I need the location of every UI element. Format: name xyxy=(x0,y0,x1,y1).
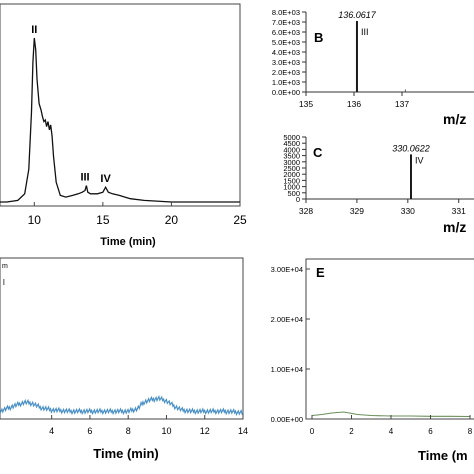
panel-a-x-ticks: 10 15 20 25 xyxy=(28,202,247,227)
panel-c-y-tick-label: 3500 xyxy=(283,152,300,161)
panel-c-x-tick-label: 329 xyxy=(350,206,364,216)
panel-b-y-tick-label: 2.0E+03 xyxy=(272,68,300,77)
panel-c-y-tick-label: 2500 xyxy=(283,164,300,173)
panel-e-y-tick-label: 1.00E+04 xyxy=(271,365,303,374)
panel-b-x-tick-label: 135 xyxy=(299,99,313,109)
panel-b-letter: B xyxy=(314,30,323,45)
panel-e-x-tick-label: 2 xyxy=(349,427,354,436)
panel-b-y-tick-label: 5.0E+03 xyxy=(272,38,300,47)
panel-c-x-tick-label: 331 xyxy=(452,206,466,216)
panel-e-x-tick-label: 4 xyxy=(389,427,394,436)
panel-c-y-tick-label: 1500 xyxy=(283,176,300,185)
panel-b-y-tick-label: 0.0E+00 xyxy=(272,88,300,97)
panel-b-y-tick-label: 1.0E+03 xyxy=(272,78,300,87)
panel-c-y-tick-label: 4500 xyxy=(283,139,300,148)
panel-b-y-tick-label: 4.0E+03 xyxy=(272,48,300,57)
panel-c-y-tick-label: 1000 xyxy=(283,183,300,192)
panel-d: 4 6 8 10 12 14 m l Time (min) xyxy=(0,257,248,461)
panel-a-x-tick-label: 20 xyxy=(165,213,179,227)
panel-e-letter: E xyxy=(316,265,325,280)
panel-a-peak-annotation: III xyxy=(80,172,89,184)
panel-b-y-ticks: 0.0E+001.0E+032.0E+033.0E+034.0E+035.0E+… xyxy=(272,8,306,97)
panel-b-y-tick-label: 6.0E+03 xyxy=(272,28,300,37)
panel-c: 0500100015002000250030003500400045005000… xyxy=(283,133,474,235)
panel-c-compound-label: IV xyxy=(415,155,424,165)
panel-c-y-tick-label: 5000 xyxy=(283,133,300,142)
panel-c-x-axis-label: m/z xyxy=(443,219,466,235)
panel-a-x-tick-label: 15 xyxy=(96,213,110,227)
panel-b-peaks xyxy=(355,21,406,92)
panel-a-plot-frame xyxy=(0,3,241,207)
panel-b-x-axis-label: m/z xyxy=(443,111,466,127)
panel-d-plot-frame xyxy=(0,257,244,420)
panel-d-x-axis-label: Time (min) xyxy=(93,446,159,461)
panel-e: 0.00E+00 1.00E+04 2.00E+04 3.00E+04 0 2 4 6 8 E… xyxy=(271,258,474,463)
panel-d-x-ticks: 4 6 8 10 12 14 xyxy=(49,415,248,436)
panel-d-legend-fragment-2: l xyxy=(3,278,5,287)
panel-b-y-tick-label: 8.0E+03 xyxy=(272,8,300,17)
panel-e-x-axis-label: Time (m xyxy=(418,448,468,463)
panel-e-x-ticks: 0 2 4 6 8 xyxy=(310,415,473,436)
panel-e-x-tick-label: 0 xyxy=(310,427,315,436)
panel-b-peak-label: 136.0617 xyxy=(338,10,377,20)
panel-c-y-tick-label: 2000 xyxy=(283,170,300,179)
panel-b: 0.0E+001.0E+032.0E+033.0E+034.0E+035.0E+… xyxy=(272,8,474,127)
panel-d-trace-line xyxy=(0,394,244,417)
panel-e-y-ticks: 0.00E+00 1.00E+04 2.00E+04 3.00E+04 xyxy=(271,265,310,424)
panel-a-peak-annotation: II xyxy=(31,24,37,36)
panel-c-peak-label: 330.0622 xyxy=(392,143,430,153)
panel-b-x-tick-label: 137 xyxy=(395,99,409,109)
panel-d-legend-fragment-1: m xyxy=(2,263,8,270)
panel-b-x-ticks: 135 136 137 xyxy=(299,92,409,109)
panel-e-y-tick-label: 2.00E+04 xyxy=(271,315,303,324)
panel-d-x-tick-label: 12 xyxy=(200,426,210,436)
panel-e-x-tick-label: 8 xyxy=(468,427,473,436)
panel-c-y-tick-label: 3000 xyxy=(283,158,300,167)
panel-d-x-tick-label: 4 xyxy=(49,426,54,436)
panel-a-x-axis-label: Time (min) xyxy=(100,236,156,248)
panel-e-y-tick-label: 3.00E+04 xyxy=(271,265,303,274)
panel-e-y-tick-label: 0.00E+00 xyxy=(271,415,303,424)
panel-a-chromatogram-line xyxy=(0,37,240,203)
panel-c-letter: C xyxy=(313,145,323,160)
panel-c-y-tick-label: 4000 xyxy=(283,145,300,154)
panel-d-x-tick-label: 8 xyxy=(126,426,131,436)
panel-d-x-tick-label: 6 xyxy=(87,426,92,436)
panel-b-y-tick-label: 7.0E+03 xyxy=(272,18,300,27)
panel-c-x-ticks: 328 329 330 331 xyxy=(299,199,466,216)
panel-a-x-tick-label: 10 xyxy=(28,213,42,227)
panel-e-plot-frame xyxy=(305,258,474,420)
panel-b-x-tick-label: 136 xyxy=(347,99,361,109)
panel-e-x-tick-label: 6 xyxy=(428,427,433,436)
panel-c-y-tick-label: 500 xyxy=(287,189,300,198)
panel-d-x-tick-label: 10 xyxy=(161,426,171,436)
panel-b-compound-label: III xyxy=(361,27,369,37)
panel-a-x-tick-label: 25 xyxy=(233,213,247,227)
panel-a-peak-annotation: IV xyxy=(100,173,111,185)
panel-c-y-tick-label: 0 xyxy=(296,195,300,204)
panel-d-x-tick-label: 14 xyxy=(238,426,248,436)
panel-b-y-tick-label: 3.0E+03 xyxy=(272,58,300,67)
panel-c-x-tick-label: 330 xyxy=(401,206,415,216)
panel-c-x-tick-label: 328 xyxy=(299,206,313,216)
